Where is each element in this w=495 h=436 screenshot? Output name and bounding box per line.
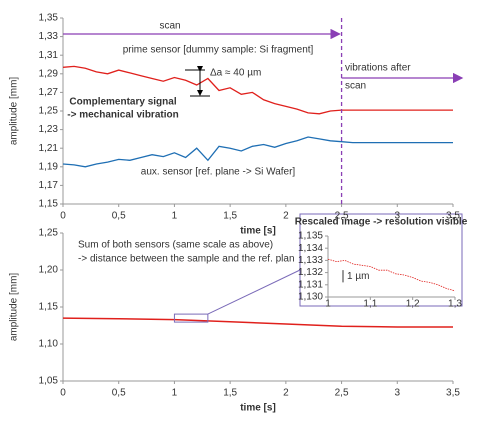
y-tick-label: 1,15 — [39, 302, 59, 313]
zoom-link — [207, 269, 301, 315]
x-tick-label: 2 — [283, 388, 289, 399]
data-line — [62, 65, 453, 115]
y-tick-label: 1,135 — [298, 231, 323, 242]
y-tick-label: 1,132 — [298, 267, 323, 278]
series-label: aux. sensor [ref. plane -> Si Wafer] — [141, 167, 296, 178]
zoom-box — [173, 313, 209, 323]
x-axis-label: time [s] — [240, 226, 276, 237]
y-axis-label: amplitude [mm] — [9, 77, 20, 146]
x-tick-label: 1,1 — [363, 299, 377, 310]
annotation: -> distance between the sample and the r… — [78, 254, 295, 265]
y-tick-label: 1,130 — [298, 292, 323, 303]
y-tick-label: 1,15 — [39, 199, 59, 210]
y-tick-label: 1,27 — [39, 87, 59, 98]
x-tick-label: 0,5 — [112, 211, 126, 222]
x-axis-label: time [s] — [240, 403, 276, 414]
y-tick-label: 1,10 — [39, 339, 59, 350]
y-tick-label: 1,25 — [39, 228, 59, 239]
data-line — [327, 258, 456, 292]
y-tick-label: 1,21 — [39, 143, 59, 154]
x-tick-label: 3 — [395, 388, 401, 399]
y-tick-label: 1,133 — [298, 255, 323, 266]
annotation: Δa ≈ 40 µm — [210, 68, 261, 79]
y-tick-label: 1,131 — [298, 279, 323, 290]
annotation: -> mechanical vibration — [67, 110, 178, 121]
y-tick-label: 1,20 — [39, 265, 59, 276]
y-tick-label: 1,17 — [39, 180, 59, 191]
x-tick-label: 0 — [60, 388, 66, 399]
y-tick-label: 1,25 — [39, 106, 59, 117]
annotation: Complementary signal — [69, 97, 176, 108]
y-tick-label: 1,35 — [39, 13, 59, 24]
x-tick-label: 1,5 — [223, 211, 237, 222]
x-tick-label: 3,5 — [446, 211, 460, 222]
y-tick-label: 1,05 — [39, 376, 59, 387]
annotation: 1 µm — [347, 271, 369, 282]
x-tick-label: 2 — [283, 211, 289, 222]
x-tick-label: 3 — [395, 211, 401, 222]
x-tick-label: 1,2 — [406, 299, 420, 310]
x-tick-label: 3,5 — [446, 388, 460, 399]
annotation: Sum of both sensors (same scale as above… — [78, 240, 273, 251]
annotation: scan — [345, 81, 366, 92]
data-line — [62, 317, 453, 328]
x-tick-label: 0 — [60, 211, 66, 222]
y-tick-label: 1,33 — [39, 31, 59, 42]
y-tick-label: 1,23 — [39, 124, 59, 135]
inset-title: Rescaled image -> resolution visible — [295, 217, 468, 228]
data-line — [62, 136, 453, 168]
x-tick-label: 1 — [325, 299, 331, 310]
x-tick-label: 1 — [172, 211, 178, 222]
y-tick-label: 1,31 — [39, 50, 59, 61]
x-tick-label: 1 — [172, 388, 178, 399]
y-axis-label: amplitude [mm] — [9, 273, 20, 342]
x-tick-label: 1,3 — [448, 299, 462, 310]
x-tick-label: 0,5 — [112, 388, 126, 399]
annotation: scan — [159, 21, 180, 32]
y-tick-label: 1,134 — [298, 243, 323, 254]
x-tick-label: 1,5 — [223, 388, 237, 399]
y-tick-label: 1,29 — [39, 68, 59, 79]
inset-frame — [299, 213, 463, 307]
x-tick-label: 2,5 — [335, 388, 349, 399]
x-tick-label: 2,5 — [335, 211, 349, 222]
series-label: prime sensor [dummy sample: Si fragment] — [123, 45, 314, 56]
annotation: vibrations after — [345, 63, 411, 74]
y-tick-label: 1,19 — [39, 161, 59, 172]
